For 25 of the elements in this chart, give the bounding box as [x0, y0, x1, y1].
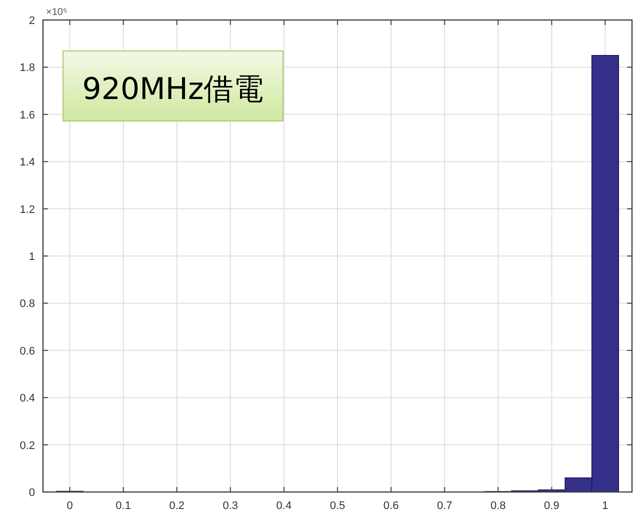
- y-tick-label: 2: [28, 15, 35, 27]
- x-tick-label: 0.4: [276, 500, 292, 512]
- text: ×10⁵: [46, 7, 68, 18]
- y-tick-label: 0.2: [20, 440, 35, 452]
- y-tick-label: 1.4: [20, 156, 35, 169]
- y-tick-label: 1.2: [20, 204, 35, 216]
- y-tick-label: 0.4: [20, 392, 35, 405]
- x-tick-label: 0.5: [330, 500, 346, 512]
- y-tick-label: 0.8: [20, 298, 35, 310]
- annotation: 920MHz借電: [82, 72, 264, 107]
- y-tick-label: 1.8: [20, 62, 35, 74]
- x-tick-label: 0.3: [222, 500, 238, 512]
- x-tick-label: 0.1: [116, 500, 131, 512]
- x-tick-label: 0.6: [383, 500, 399, 512]
- y-tick-label: 1.6: [20, 109, 35, 122]
- annotation: 920MHz借電: [62, 50, 284, 122]
- x-tick-label: 0.2: [169, 500, 185, 512]
- x-tick-label: 0: [66, 500, 73, 512]
- y-tick-label: 0.6: [20, 345, 35, 358]
- y-tick-label: 0: [28, 487, 35, 499]
- y-tick-label: 1: [28, 251, 35, 263]
- x-tick-label: 0.8: [490, 500, 506, 512]
- x-tick-label: 0.9: [544, 500, 560, 512]
- x-tick-label: 0.7: [436, 500, 452, 512]
- x-tick-label: 1: [602, 500, 608, 512]
